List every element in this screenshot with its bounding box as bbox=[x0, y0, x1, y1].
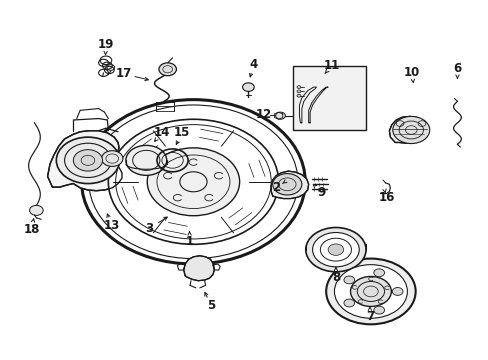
Text: 8: 8 bbox=[331, 271, 339, 284]
Circle shape bbox=[108, 119, 278, 244]
Circle shape bbox=[296, 94, 300, 97]
Text: 13: 13 bbox=[103, 219, 120, 232]
Polygon shape bbox=[183, 256, 214, 281]
Circle shape bbox=[391, 288, 402, 296]
Circle shape bbox=[242, 83, 254, 91]
Text: 9: 9 bbox=[317, 186, 325, 199]
Circle shape bbox=[392, 116, 429, 144]
Text: 15: 15 bbox=[174, 126, 190, 139]
Bar bbox=[292, 66, 366, 130]
Circle shape bbox=[327, 244, 343, 255]
Circle shape bbox=[73, 150, 102, 171]
Text: 11: 11 bbox=[323, 59, 340, 72]
Circle shape bbox=[30, 205, 43, 215]
Circle shape bbox=[373, 306, 384, 314]
Circle shape bbox=[350, 276, 390, 306]
Text: 7: 7 bbox=[365, 310, 373, 323]
Circle shape bbox=[325, 258, 415, 324]
Text: 6: 6 bbox=[452, 62, 461, 75]
Circle shape bbox=[296, 86, 300, 89]
Text: 1: 1 bbox=[185, 235, 193, 248]
Polygon shape bbox=[47, 131, 122, 191]
Text: 5: 5 bbox=[207, 299, 215, 312]
Text: 17: 17 bbox=[116, 67, 132, 80]
Text: 4: 4 bbox=[248, 58, 257, 71]
Text: 16: 16 bbox=[378, 192, 394, 204]
Polygon shape bbox=[271, 171, 308, 199]
Circle shape bbox=[373, 269, 384, 277]
Circle shape bbox=[312, 233, 359, 267]
Text: 2: 2 bbox=[271, 181, 280, 194]
Circle shape bbox=[102, 151, 122, 166]
Circle shape bbox=[305, 228, 366, 272]
Circle shape bbox=[147, 148, 239, 216]
Polygon shape bbox=[388, 116, 427, 143]
Circle shape bbox=[56, 137, 119, 184]
Circle shape bbox=[296, 90, 300, 93]
Circle shape bbox=[125, 145, 166, 175]
Text: 12: 12 bbox=[255, 108, 271, 121]
Text: 19: 19 bbox=[98, 39, 114, 51]
Circle shape bbox=[343, 299, 354, 307]
Text: 18: 18 bbox=[23, 223, 40, 236]
Circle shape bbox=[159, 63, 176, 76]
Circle shape bbox=[343, 276, 354, 284]
Circle shape bbox=[334, 265, 407, 318]
Text: 14: 14 bbox=[153, 126, 170, 139]
Circle shape bbox=[275, 112, 285, 119]
Text: 3: 3 bbox=[145, 222, 153, 235]
Circle shape bbox=[272, 174, 301, 195]
Circle shape bbox=[81, 100, 305, 264]
Text: 10: 10 bbox=[403, 66, 420, 79]
